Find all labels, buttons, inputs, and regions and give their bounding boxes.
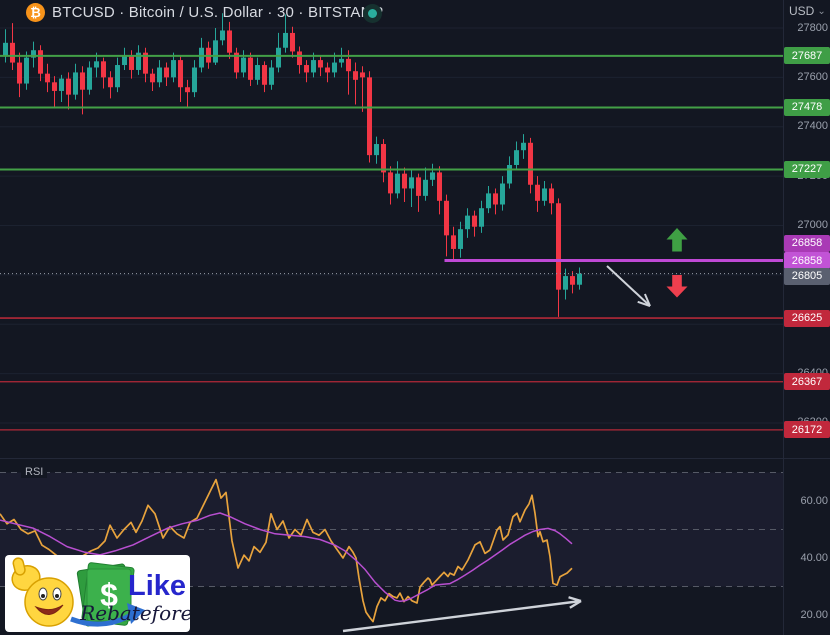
bitcoin-icon: ₿ xyxy=(26,3,45,22)
down-arrow-drawing[interactable] xyxy=(666,275,688,298)
price-badge-26172: 26172 xyxy=(784,421,830,439)
price-badge-26805: 26805 xyxy=(784,267,830,285)
rsi-tick-20.00[interactable]: 20.00 xyxy=(800,608,828,621)
connection-status-icon xyxy=(363,4,382,23)
symbol-title[interactable]: BTCUSD · Bitcoin / U.S. Dollar · 30 · BI… xyxy=(52,4,384,21)
price-badge-26625: 26625 xyxy=(784,309,830,327)
price-badge-26858: 26858 xyxy=(784,234,830,252)
logo-text-like: Like xyxy=(128,570,186,602)
money-stack-icon: $ xyxy=(76,562,135,627)
currency-label: USD xyxy=(789,4,815,18)
price-grid xyxy=(0,27,783,424)
up-arrow-drawing[interactable] xyxy=(666,228,688,252)
rebateforex-logo: $ Like Rebateforex xyxy=(5,555,190,632)
price-badge-27687: 27687 xyxy=(784,47,830,65)
rsi-indicator-label[interactable]: RSI xyxy=(21,466,48,478)
dollar-glyph: $ xyxy=(100,577,118,613)
currency-selector[interactable]: USD ⌄ xyxy=(789,4,826,18)
price-tick-27600[interactable]: 27600 xyxy=(797,70,828,83)
breakdown-arrow-drawing[interactable] xyxy=(606,265,651,307)
thumbs-up-smiley-icon xyxy=(11,557,74,627)
chevron-down-icon: ⌄ xyxy=(817,5,826,17)
price-tick-27400[interactable]: 27400 xyxy=(797,120,828,133)
price-badge-27227: 27227 xyxy=(784,160,830,178)
swoosh-arrow-icon xyxy=(70,603,145,627)
status-dot-inner xyxy=(368,9,377,18)
rsi-tick-40.00[interactable]: 40.00 xyxy=(800,551,828,564)
rsi-trend-arrow-drawing[interactable] xyxy=(342,596,582,633)
pane-separator[interactable] xyxy=(0,458,830,459)
logo-text-rebateforex: Rebateforex xyxy=(79,601,190,625)
rsi-tick-60.00[interactable]: 60.00 xyxy=(800,494,828,507)
candlestick-series xyxy=(3,13,582,317)
price-badge-26858: 26858 xyxy=(784,252,830,270)
price-tick-27000[interactable]: 27000 xyxy=(797,218,828,231)
rsi-series xyxy=(0,478,573,623)
price-badge-26367: 26367 xyxy=(784,373,830,391)
support-resistance-lines[interactable] xyxy=(0,54,783,431)
symbol-title-bar[interactable]: ₿ BTCUSD · Bitcoin / U.S. Dollar · 30 · … xyxy=(26,3,383,22)
price-badge-27478: 27478 xyxy=(784,98,830,116)
price-axis-border xyxy=(783,0,784,635)
price-tick-27800[interactable]: 27800 xyxy=(797,21,828,34)
